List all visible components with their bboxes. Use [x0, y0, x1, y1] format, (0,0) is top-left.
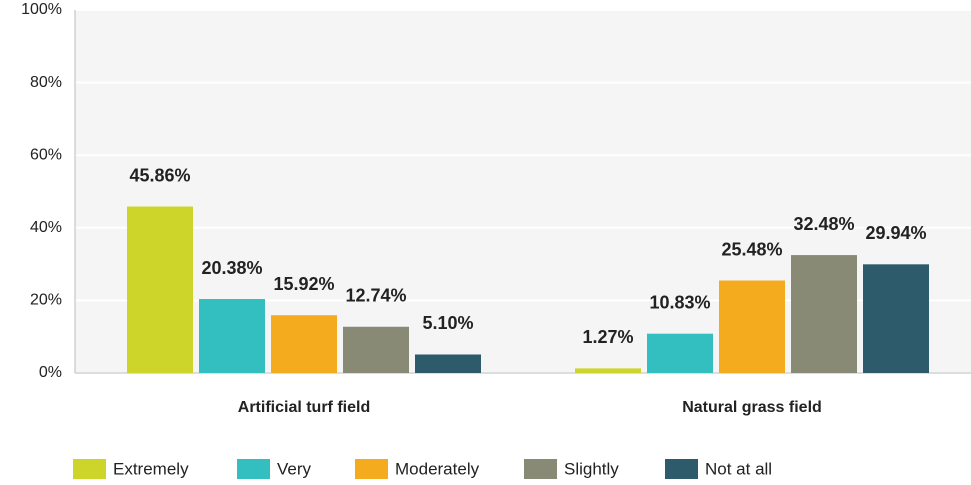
bar [575, 368, 641, 373]
y-tick-label: 100% [21, 1, 62, 18]
y-tick-label: 80% [30, 74, 62, 91]
legend-label: Very [277, 459, 312, 478]
bar [415, 354, 481, 373]
bar [863, 264, 929, 373]
legend-swatch [237, 459, 270, 479]
bar [271, 315, 337, 373]
value-label: 10.83% [649, 292, 710, 312]
x-tick-label: Natural grass field [682, 399, 822, 416]
bar [791, 255, 857, 373]
bar [719, 280, 785, 373]
x-tick-label: Artificial turf field [238, 399, 370, 416]
legend-swatch [665, 459, 698, 479]
value-label: 5.10% [422, 313, 473, 333]
value-label: 25.48% [721, 239, 782, 259]
value-label: 20.38% [201, 258, 262, 278]
legend-label: Slightly [564, 459, 619, 478]
value-label: 45.86% [129, 165, 190, 185]
legend-swatch [524, 459, 557, 479]
legend-swatch [73, 459, 106, 479]
value-label: 15.92% [273, 274, 334, 294]
legend-swatch [355, 459, 388, 479]
bar [647, 333, 713, 373]
y-tick-label: 60% [30, 146, 62, 163]
legend-label: Extremely [113, 459, 189, 478]
bar [199, 299, 265, 373]
y-tick-label: 40% [30, 219, 62, 236]
bar [343, 326, 409, 373]
y-tick-label: 0% [39, 364, 62, 381]
value-label: 1.27% [582, 327, 633, 347]
value-label: 29.94% [865, 223, 926, 243]
y-tick-label: 20% [30, 292, 62, 309]
value-label: 32.48% [793, 214, 854, 234]
value-label: 12.74% [345, 286, 406, 306]
legend-label: Not at all [705, 459, 772, 478]
legend-label: Moderately [395, 459, 480, 478]
bar [127, 206, 193, 373]
